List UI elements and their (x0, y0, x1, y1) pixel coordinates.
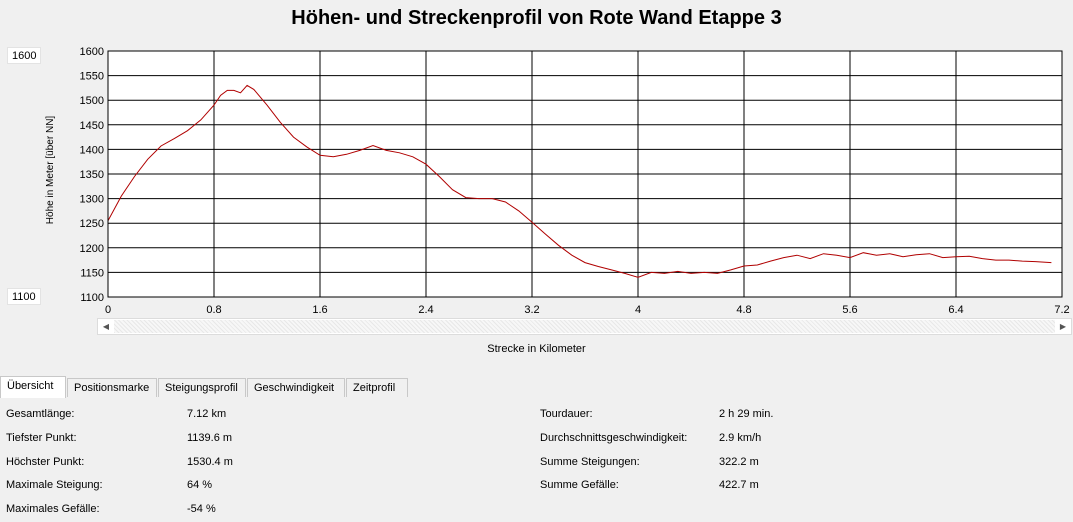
scroll-right-icon[interactable]: ▶ (1059, 322, 1067, 331)
y-tick-label: 1600 (80, 46, 104, 58)
x-tick-label: 4.8 (736, 304, 751, 316)
x-tick-label: 5.6 (842, 304, 857, 316)
stat-value: -54 % (187, 503, 216, 515)
y-tick-label: 1500 (80, 95, 104, 107)
chart-title: Höhen- und Streckenprofil von Rote Wand … (291, 7, 782, 29)
stat-label: Maximales Gefälle: (6, 503, 100, 515)
y-tick-label: 1250 (80, 218, 104, 230)
stat-label: Maximale Steigung: (6, 479, 103, 491)
stat-label: Gesamtlänge: (6, 408, 75, 420)
x-tick-label: 3.2 (524, 304, 539, 316)
x-tick-label: 2.4 (418, 304, 433, 316)
stat-value: 422.7 m (719, 479, 759, 491)
y-axis-label: Höhe in Meter [über NN] (45, 116, 56, 225)
x-tick-label: 0 (105, 304, 111, 316)
y-tick-label: 1550 (80, 71, 104, 83)
scroll-left-icon[interactable]: ◀ (102, 322, 110, 331)
y-tick-label: 1350 (80, 169, 104, 181)
stat-label: Tourdauer: (540, 408, 593, 420)
y-tick-label: 1200 (80, 243, 104, 255)
y-tick-label: 1400 (80, 144, 104, 156)
lower-bound-field[interactable]: 1100 (7, 288, 41, 305)
scroll-track[interactable] (114, 320, 1055, 333)
stat-value: 2.9 km/h (719, 432, 762, 444)
tab-steigungsprofil[interactable]: Steigungsprofil (158, 378, 246, 397)
stat-value: 1139.6 m (187, 432, 233, 444)
stat-label: Summe Gefälle: (540, 479, 619, 491)
stat-value: 2 h 29 min. (719, 408, 774, 420)
horizontal-scrollbar[interactable]: ◀ ▶ (97, 318, 1072, 335)
x-tick-label: 0.8 (206, 304, 221, 316)
x-tick-label: 6.4 (948, 304, 963, 316)
overview-panel: Gesamtlänge: 7.12 km Tiefster Punkt: 113… (0, 398, 1073, 522)
stat-label: Durchschnittsgeschwindigkeit: (540, 432, 688, 444)
stat-label: Höchster Punkt: (6, 456, 85, 468)
plot-border (107, 50, 1063, 298)
tab-uebersicht[interactable]: Übersicht (0, 376, 66, 399)
stat-value: 1530.4 m (187, 456, 233, 468)
stat-label: Tiefster Punkt: (6, 432, 77, 444)
tab-geschwindigkeit[interactable]: Geschwindigkeit (247, 378, 345, 397)
stat-value: 64 % (187, 479, 213, 491)
upper-bound-field[interactable]: 1600 (7, 47, 41, 64)
x-tick-labels: 0 0.8 1.6 2.4 3.2 4 4.8 5.6 6.4 7.2 (105, 304, 1070, 316)
elevation-chart[interactable]: 1600 1550 1500 1450 1400 1350 1300 1250 1200 1150… (43, 40, 1073, 360)
stat-label: Summe Steigungen: (540, 456, 640, 468)
stat-value: 322.2 m (719, 456, 759, 468)
x-tick-label: 1.6 (312, 304, 327, 316)
y-tick-label: 1150 (80, 267, 104, 279)
y-tick-label: 1100 (80, 292, 104, 304)
stat-value: 7.12 km (187, 408, 227, 420)
x-axis-title: Strecke in Kilometer (487, 343, 586, 355)
x-tick-label: 4 (635, 304, 641, 316)
x-tick-label: 7.2 (1054, 304, 1069, 316)
y-tick-label: 1450 (80, 120, 104, 132)
tab-bar: Übersicht Positionsmarke Steigungsprofil… (0, 376, 1073, 399)
y-tick-labels: 1600 1550 1500 1450 1400 1350 1300 1250 1200 1150… (80, 46, 104, 304)
tab-zeitprofil[interactable]: Zeitprofil (346, 378, 408, 397)
y-tick-label: 1300 (80, 194, 104, 206)
elevation-line (107, 84, 1052, 278)
tab-positionsmarke[interactable]: Positionsmarke (67, 378, 157, 397)
